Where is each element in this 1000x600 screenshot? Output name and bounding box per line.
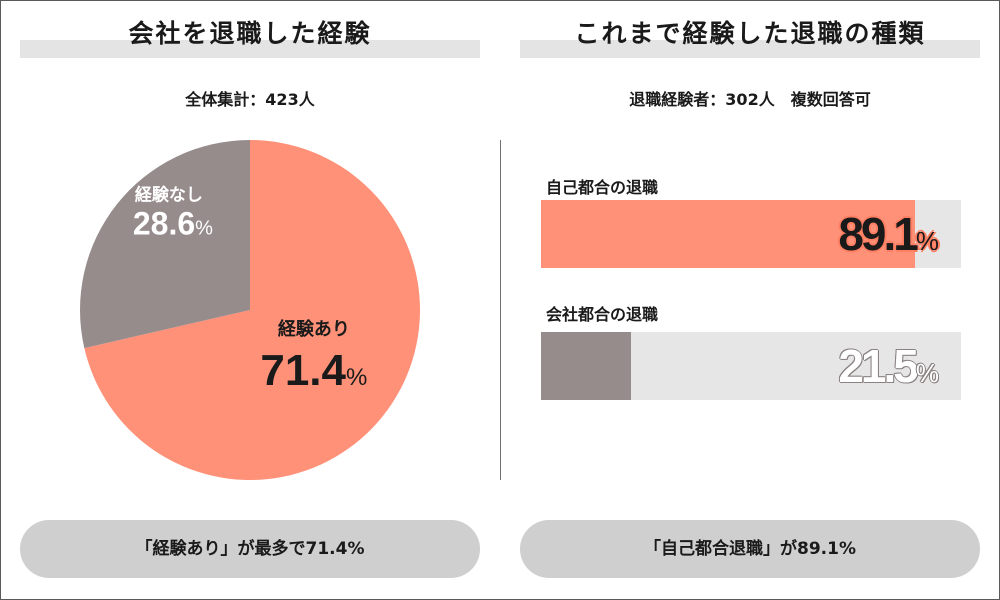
left-title-text: 会社を退職した経験	[128, 19, 372, 48]
bar-label-voluntary: 自己都合の退職	[546, 178, 659, 197]
right-subtitle: 退職経験者：302人 複数回答可	[629, 90, 871, 109]
panel-divider	[500, 140, 501, 480]
left-subtitle: 全体集計：423人	[185, 90, 315, 109]
bar-track-voluntary: 89.1%	[541, 200, 961, 268]
bar-value-company: 21.5%	[838, 340, 939, 392]
title-underline	[20, 40, 480, 58]
right-panel-title: これまで経験した退職の種類	[520, 14, 980, 58]
right-summary-pill: 「自己都合退職」が89.1%	[520, 520, 980, 578]
title-underline	[520, 40, 980, 58]
bar-label-company: 会社都合の退職	[546, 305, 659, 324]
bar-company	[541, 332, 632, 400]
bar-value-voluntary: 89.1%	[838, 208, 939, 260]
right-title-text: これまで経験した退職の種類	[574, 19, 926, 48]
left-summary-pill: 「経験あり」が最多で71.4%	[20, 520, 480, 578]
bar-track-company: 21.5%	[541, 332, 961, 400]
bar-voluntary	[541, 200, 916, 268]
left-panel-title: 会社を退職した経験	[20, 14, 480, 58]
